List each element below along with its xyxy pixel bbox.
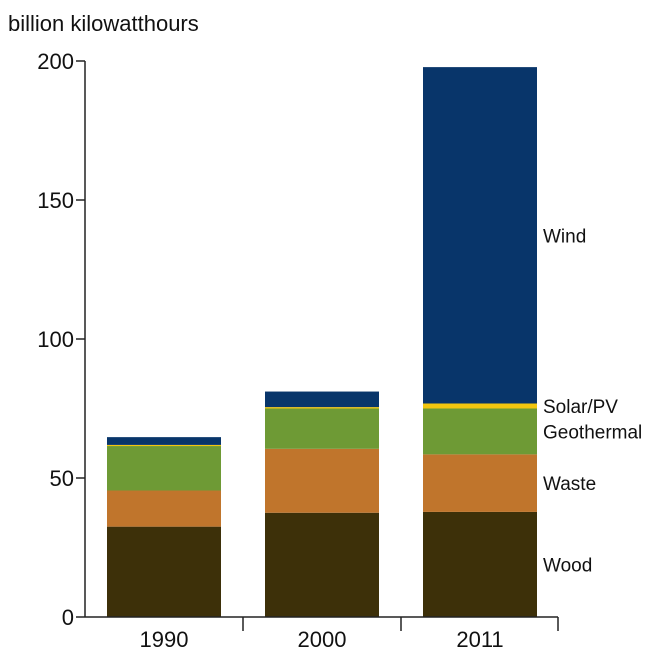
y-tick-label-50: 50 — [50, 466, 74, 491]
bar-1990-geothermal — [107, 446, 221, 491]
bar-2000-wind — [265, 391, 379, 408]
series-labels-group: Wood Waste Geothermal Solar/PV Wind — [543, 226, 642, 576]
series-label-wood: Wood — [543, 555, 592, 576]
bar-2011-geothermal — [423, 408, 537, 455]
bar-2000-geothermal — [265, 408, 379, 449]
x-tick-label-2000: 2000 — [298, 627, 347, 651]
bar-2000-wood — [265, 512, 379, 617]
series-label-geothermal: Geothermal — [543, 422, 642, 443]
bar-2011-wood — [423, 511, 537, 617]
y-tick-label-0: 0 — [62, 605, 74, 630]
bars-group — [107, 67, 537, 617]
bar-1990-wind — [107, 437, 221, 445]
bar-1990-wood — [107, 526, 221, 617]
y-tick-label-150: 150 — [37, 188, 74, 213]
y-tick-label-200: 200 — [37, 49, 74, 74]
bar-2000-solar-pv — [265, 407, 379, 409]
bar-2011-solar-pv — [423, 403, 537, 409]
y-axis-label: billion kilowatthours — [8, 11, 199, 36]
x-tick-label-1990: 1990 — [140, 627, 189, 651]
series-label-solar-pv: Solar/PV — [543, 397, 618, 418]
series-label-wind: Wind — [543, 226, 586, 247]
x-tick-label-2011: 2011 — [456, 627, 503, 651]
bar-1990-waste — [107, 490, 221, 527]
series-label-waste: Waste — [543, 474, 596, 495]
bar-2011-waste — [423, 454, 537, 512]
bar-1990-solar-pv — [107, 444, 221, 447]
axes-group: 0 50 100 150 200 1990 2000 2011 — [37, 49, 559, 651]
bar-2000-waste — [265, 448, 379, 513]
y-tick-label-100: 100 — [37, 327, 74, 352]
bar-2011-wind — [423, 67, 537, 404]
